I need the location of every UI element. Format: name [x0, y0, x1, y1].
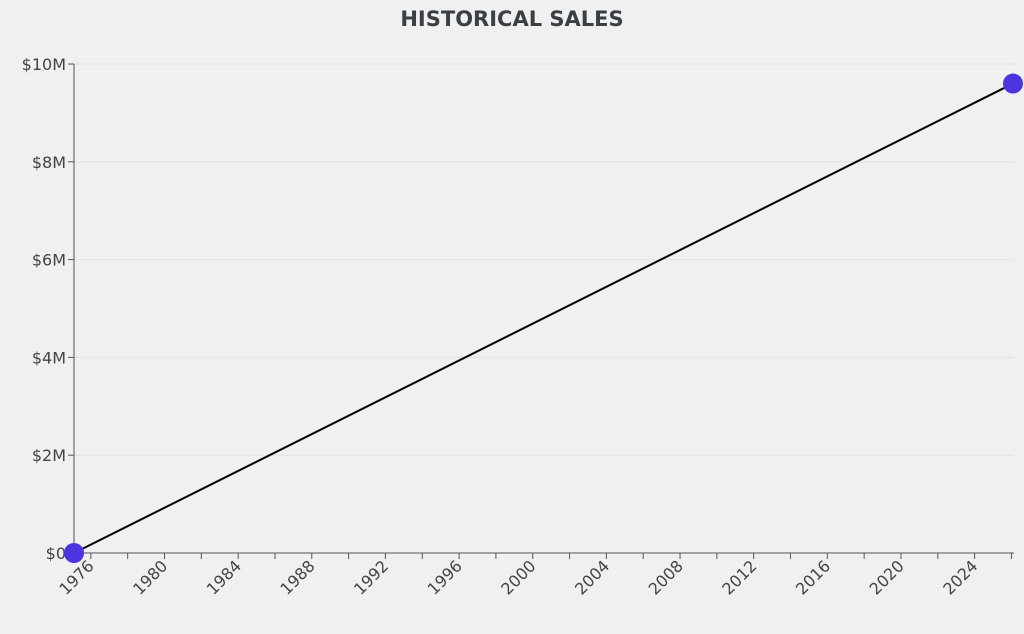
data-point — [1003, 73, 1023, 94]
x-tick-label: 2000 — [497, 556, 539, 598]
x-tick-label: 2016 — [792, 556, 834, 598]
x-tick-label: 1992 — [350, 556, 392, 598]
y-tick-label: $4M — [32, 348, 66, 367]
x-tick-label: 2012 — [718, 556, 760, 598]
data-point — [64, 543, 84, 563]
x-tick-label: 1988 — [276, 556, 318, 598]
x-tick-label: 1984 — [203, 556, 245, 598]
y-tick-label: $6M — [32, 251, 66, 270]
chart-title: HISTORICAL SALES — [400, 7, 623, 31]
y-tick-label: $0 — [46, 544, 66, 563]
x-tick-label: 2008 — [645, 556, 687, 598]
x-tick-label: 2020 — [866, 556, 908, 598]
y-tick-label: $2M — [32, 446, 66, 465]
y-tick-label: $10M — [22, 55, 66, 74]
series-line — [73, 82, 1014, 554]
y-tick-label: $8M — [32, 153, 66, 172]
x-tick-label: 1996 — [424, 556, 466, 598]
x-tick-label: 1980 — [129, 556, 171, 598]
x-tick-label: 2004 — [571, 556, 613, 598]
x-tick-label: 2024 — [939, 556, 981, 598]
